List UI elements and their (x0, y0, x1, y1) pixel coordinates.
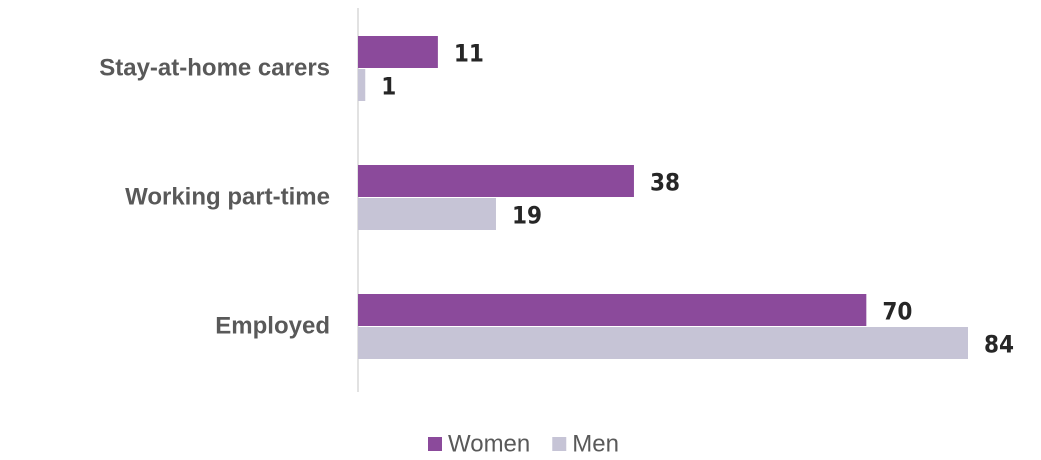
legend-label: Women (448, 430, 530, 457)
data-label: 84 (984, 331, 1014, 359)
bar (358, 36, 438, 68)
data-label: 11 (454, 40, 484, 68)
bar (358, 294, 867, 326)
y-tick-label: Stay-at-home carers (99, 54, 330, 81)
bar (358, 327, 968, 359)
y-tick-label: Working part-time (125, 183, 330, 210)
bar (358, 198, 496, 230)
data-label: 70 (882, 298, 912, 326)
legend-label: Men (572, 430, 619, 457)
y-tick-label: Employed (215, 312, 330, 339)
bar (358, 165, 634, 197)
data-label: 38 (650, 169, 680, 197)
data-label: 1 (381, 73, 396, 101)
data-label: 19 (512, 202, 542, 230)
bar (358, 69, 366, 101)
legend-swatch (428, 437, 442, 451)
legend-swatch (552, 437, 567, 451)
